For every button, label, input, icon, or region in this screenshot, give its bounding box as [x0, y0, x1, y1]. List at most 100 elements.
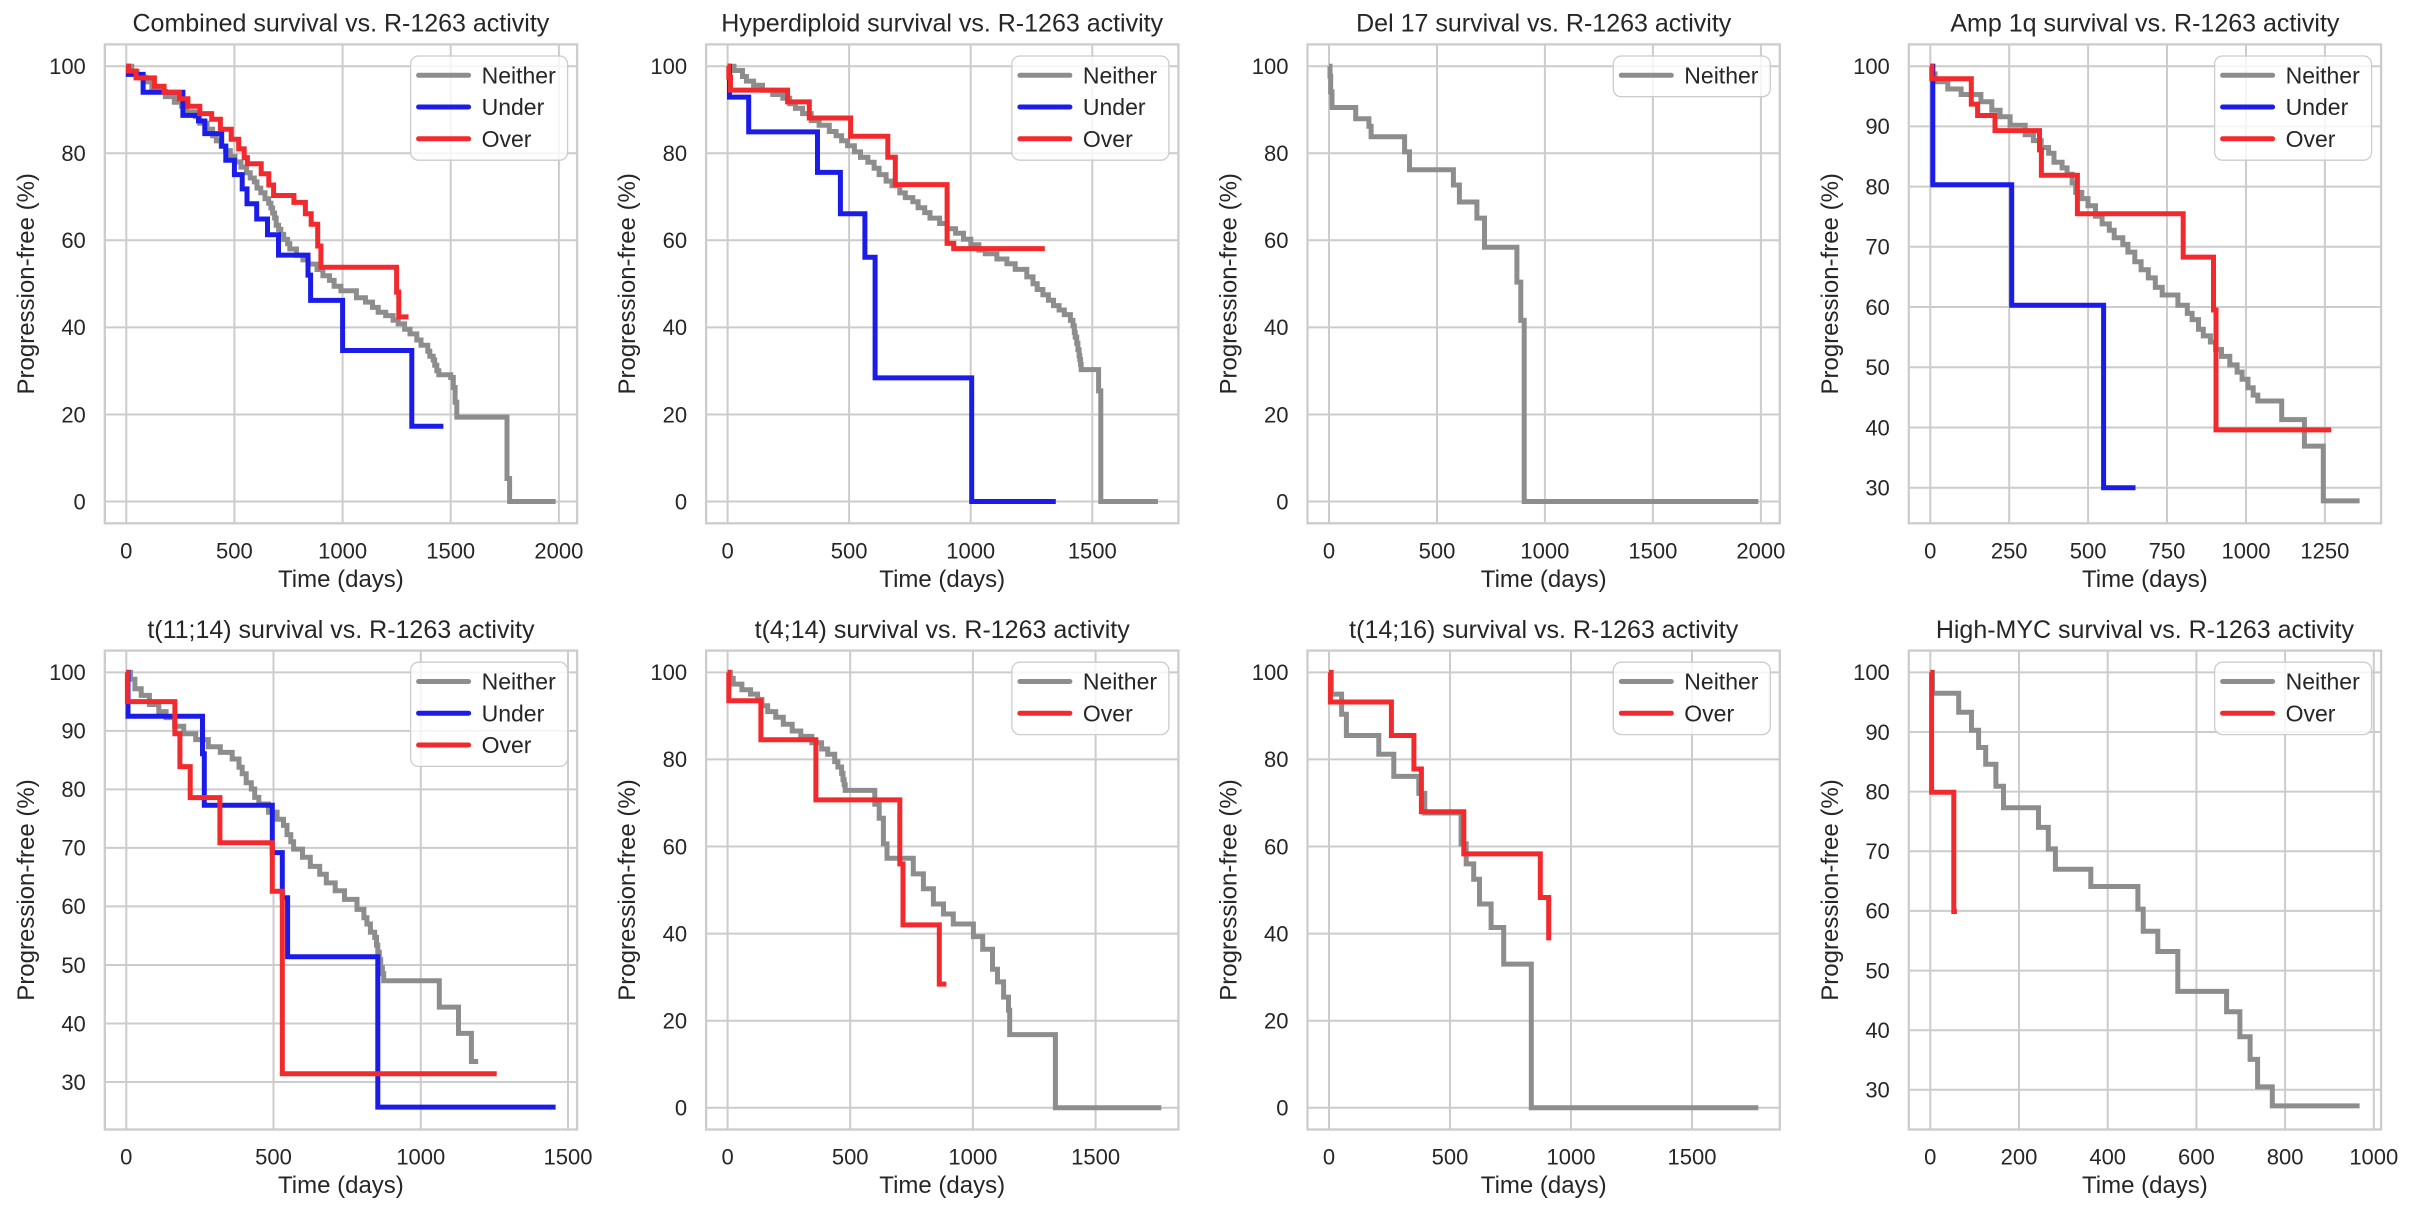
svg-text:1000: 1000 [396, 1145, 445, 1170]
svg-text:70: 70 [1865, 235, 1889, 260]
svg-text:Under: Under [482, 700, 545, 726]
svg-text:500: 500 [831, 538, 868, 563]
svg-text:80: 80 [1264, 747, 1288, 772]
svg-text:1500: 1500 [1068, 538, 1117, 563]
svg-text:50: 50 [61, 953, 85, 978]
svg-text:40: 40 [61, 315, 85, 340]
svg-text:0: 0 [120, 1145, 132, 1170]
svg-text:80: 80 [663, 141, 687, 166]
svg-text:Progression-free (%): Progression-free (%) [1817, 779, 1844, 1000]
svg-text:250: 250 [1991, 538, 2028, 563]
svg-text:500: 500 [255, 1145, 292, 1170]
svg-text:20: 20 [1264, 1009, 1288, 1034]
svg-text:80: 80 [1865, 779, 1889, 804]
svg-text:Time (days): Time (days) [278, 1172, 404, 1199]
svg-text:80: 80 [1865, 174, 1889, 199]
svg-text:60: 60 [1264, 834, 1288, 859]
svg-text:80: 80 [1264, 141, 1288, 166]
svg-text:50: 50 [1865, 958, 1889, 983]
svg-text:Neither: Neither [1083, 669, 1157, 695]
svg-text:50: 50 [1865, 355, 1889, 380]
svg-text:Neither: Neither [482, 62, 556, 88]
svg-text:Time (days): Time (days) [879, 566, 1005, 593]
svg-text:40: 40 [1264, 921, 1288, 946]
svg-text:1000: 1000 [1547, 1145, 1596, 1170]
svg-text:Time (days): Time (days) [278, 566, 404, 593]
svg-text:1000: 1000 [946, 538, 995, 563]
svg-text:0: 0 [675, 489, 687, 514]
svg-text:t(11;14) survival vs. R-1263 a: t(11;14) survival vs. R-1263 activity [147, 616, 535, 644]
svg-text:Neither: Neither [2286, 669, 2360, 695]
svg-text:Neither: Neither [1083, 62, 1157, 88]
svg-text:90: 90 [61, 719, 85, 744]
svg-text:Combined survival vs. R-1263 a: Combined survival vs. R-1263 activity [132, 10, 549, 38]
svg-text:Neither: Neither [1684, 62, 1758, 88]
svg-text:30: 30 [61, 1070, 85, 1095]
svg-text:0: 0 [1924, 538, 1936, 563]
svg-text:70: 70 [1865, 839, 1889, 864]
svg-text:60: 60 [61, 228, 85, 253]
svg-text:1000: 1000 [2349, 1145, 2398, 1170]
svg-text:Neither: Neither [2286, 62, 2360, 88]
svg-text:500: 500 [216, 538, 253, 563]
svg-text:1500: 1500 [1628, 538, 1677, 563]
svg-text:1500: 1500 [1071, 1145, 1120, 1170]
svg-text:Over: Over [1083, 700, 1133, 726]
svg-text:20: 20 [61, 402, 85, 427]
svg-text:60: 60 [1865, 899, 1889, 924]
svg-text:Neither: Neither [1684, 669, 1758, 695]
svg-text:1000: 1000 [948, 1145, 997, 1170]
svg-text:0: 0 [120, 538, 132, 563]
svg-text:1000: 1000 [1520, 538, 1569, 563]
svg-text:400: 400 [2089, 1145, 2126, 1170]
svg-text:500: 500 [1419, 538, 1456, 563]
svg-text:100: 100 [1252, 660, 1289, 685]
svg-text:t(14;16) survival vs. R-1263 a: t(14;16) survival vs. R-1263 activity [1349, 616, 1739, 644]
svg-text:Progression-free (%): Progression-free (%) [614, 779, 641, 1000]
svg-text:800: 800 [2267, 1145, 2304, 1170]
svg-text:0: 0 [721, 1145, 733, 1170]
svg-text:Under: Under [482, 94, 545, 120]
svg-text:t(4;14) survival vs. R-1263 ac: t(4;14) survival vs. R-1263 activity [755, 616, 1131, 644]
svg-text:Progression-free (%): Progression-free (%) [1216, 173, 1243, 394]
svg-text:100: 100 [49, 54, 86, 79]
svg-text:Over: Over [2286, 700, 2336, 726]
svg-text:40: 40 [663, 315, 687, 340]
svg-text:0: 0 [74, 489, 86, 514]
svg-text:0: 0 [721, 538, 733, 563]
svg-text:Time (days): Time (days) [2082, 566, 2208, 593]
svg-text:80: 80 [663, 747, 687, 772]
svg-text:Time (days): Time (days) [2082, 1172, 2208, 1199]
svg-text:60: 60 [61, 894, 85, 919]
svg-text:0: 0 [675, 1096, 687, 1121]
svg-text:60: 60 [1865, 295, 1889, 320]
svg-text:30: 30 [1865, 1078, 1889, 1103]
svg-text:High-MYC survival vs. R-1263 a: High-MYC survival vs. R-1263 activity [1936, 616, 2355, 644]
svg-text:60: 60 [1264, 228, 1288, 253]
svg-text:500: 500 [832, 1145, 869, 1170]
svg-text:Over: Over [1083, 126, 1133, 152]
svg-text:0: 0 [1276, 489, 1288, 514]
svg-text:100: 100 [49, 660, 86, 685]
svg-text:600: 600 [2178, 1145, 2215, 1170]
svg-text:Progression-free (%): Progression-free (%) [614, 173, 641, 394]
svg-text:Time (days): Time (days) [879, 1172, 1005, 1199]
svg-text:500: 500 [1432, 1145, 1469, 1170]
svg-text:0: 0 [1276, 1096, 1288, 1121]
svg-text:Time (days): Time (days) [1481, 1172, 1607, 1199]
svg-text:Amp 1q survival vs. R-1263 act: Amp 1q survival vs. R-1263 activity [1950, 10, 2340, 38]
svg-text:Over: Over [482, 732, 532, 758]
svg-text:1250: 1250 [2300, 538, 2349, 563]
svg-text:Under: Under [1083, 94, 1146, 120]
svg-text:100: 100 [650, 54, 687, 79]
svg-text:100: 100 [1853, 660, 1890, 685]
svg-text:20: 20 [1264, 402, 1288, 427]
svg-text:200: 200 [2001, 1145, 2038, 1170]
svg-text:80: 80 [61, 777, 85, 802]
svg-text:40: 40 [1264, 315, 1288, 340]
svg-text:0: 0 [1323, 538, 1335, 563]
svg-text:Neither: Neither [482, 669, 556, 695]
svg-text:90: 90 [1865, 720, 1889, 745]
svg-text:1500: 1500 [1668, 1145, 1717, 1170]
svg-text:Hyperdiploid survival vs. R-12: Hyperdiploid survival vs. R-1263 activit… [721, 10, 1163, 38]
